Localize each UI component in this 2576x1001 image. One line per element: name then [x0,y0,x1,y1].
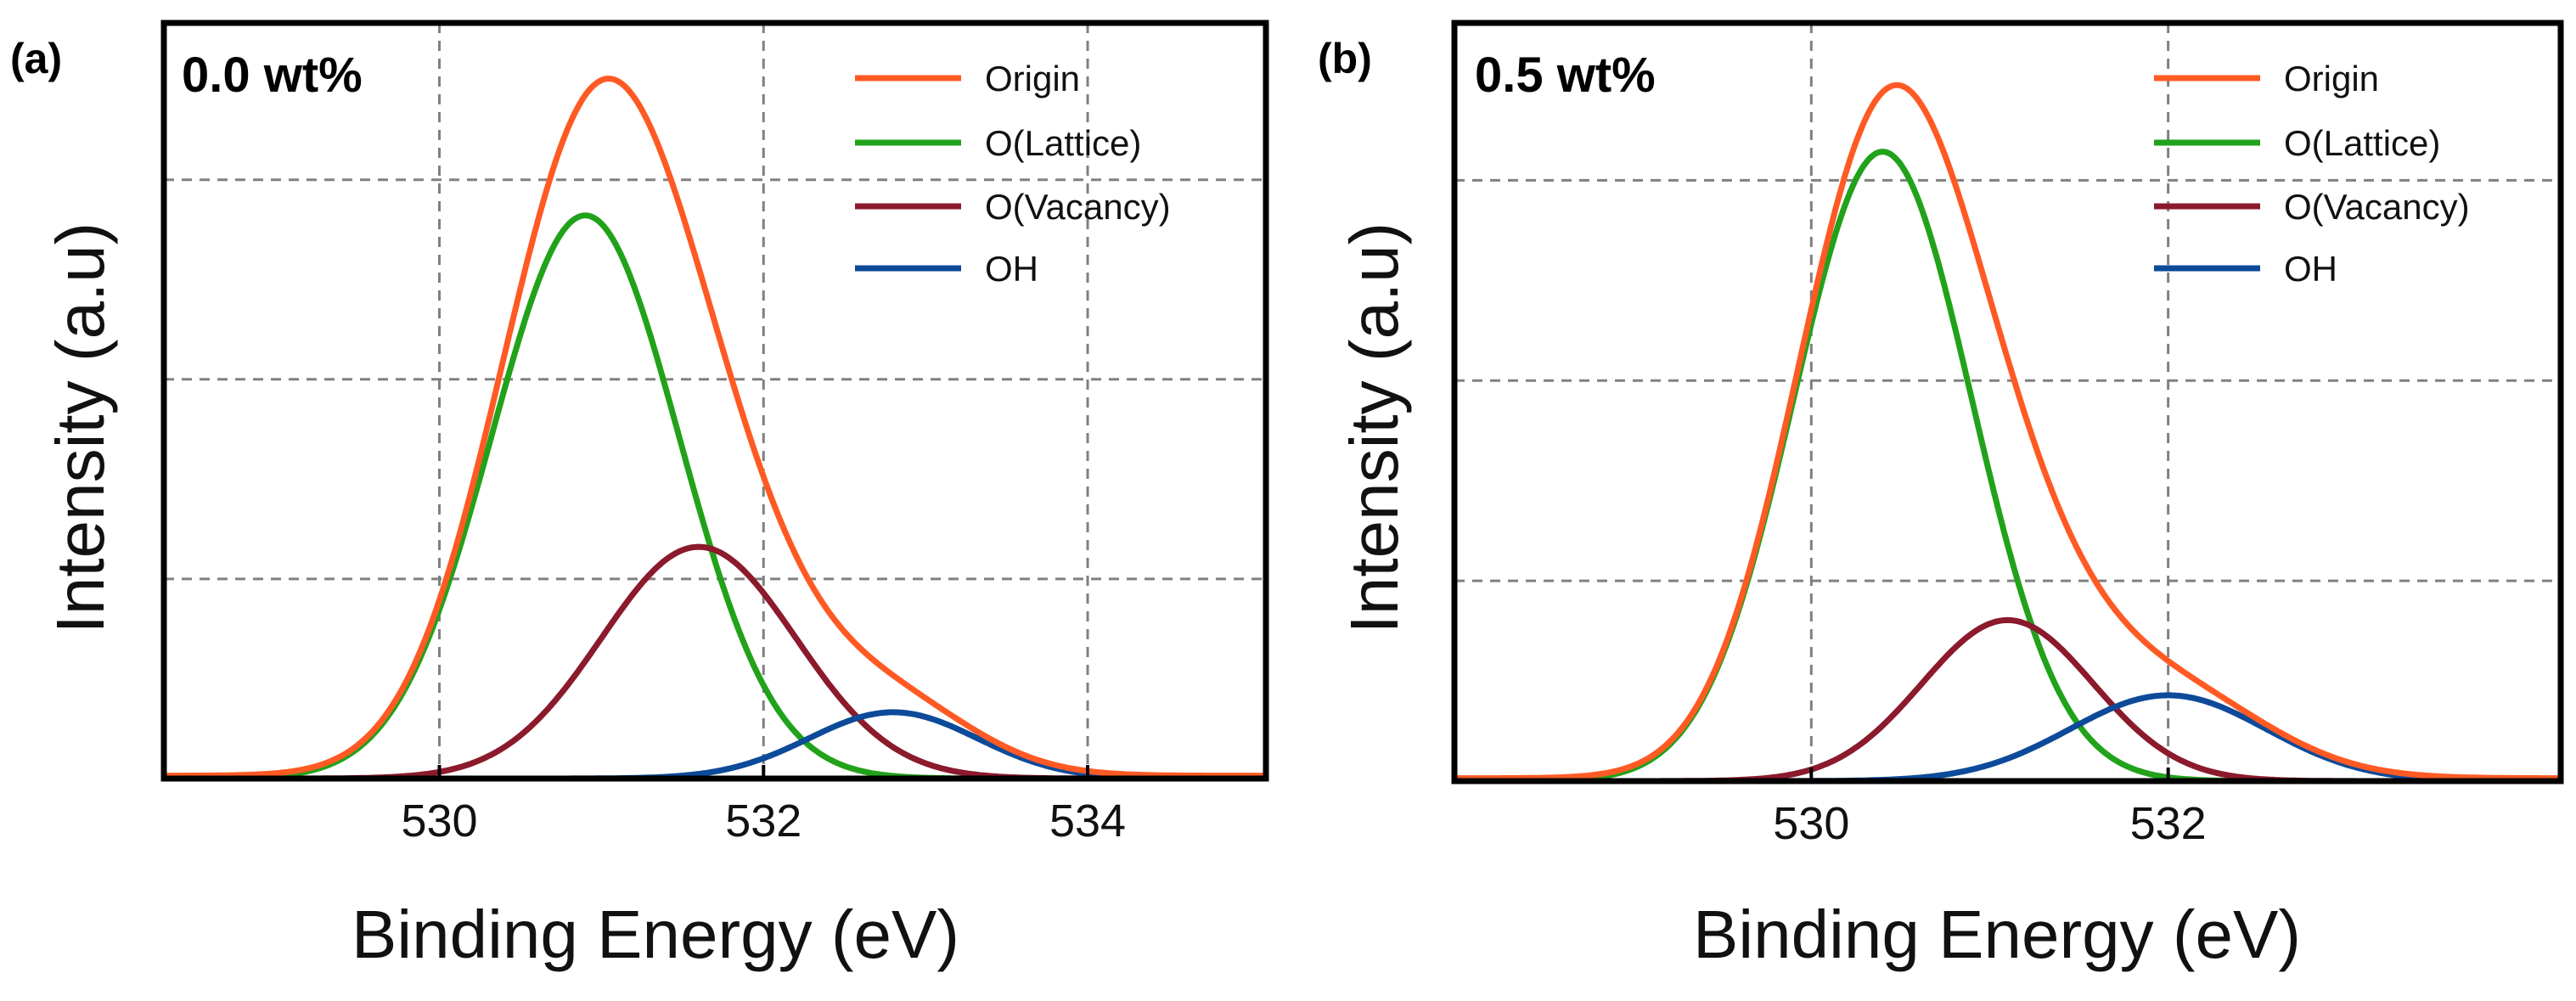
panel-a-legend-lattice: O(Lattice) [985,123,1141,163]
panel-a-legend-oh: OH [985,249,1038,289]
panel-b-legend-vacancy: O(Vacancy) [2284,187,2470,227]
panel-a-curve-vacancy [160,543,1269,782]
panel-a-y-axis-title: Intensity (a.u) [42,222,118,634]
panel-a-curves [160,76,1269,782]
panel-a-curve-oh [160,709,1269,782]
panel-a-x-tick-label-2: 534 [1049,796,1126,846]
panel-b-curve-origin [1451,82,2564,782]
panel-b-plot-frame [1451,20,2564,784]
panel-b-sample-label: 0.5 wt% [1475,48,1656,103]
panel-b-legend-lattice: O(Lattice) [2284,123,2440,163]
panel-b-x-tick-label-0: 530 [1773,798,1849,849]
panel-a-curve-lattice [160,212,1269,782]
panel-a-legend: Origin O(Lattice) O(Vacancy) OH [855,59,1171,289]
panel-a-curve-origin [160,76,1269,779]
panel-b-legend-origin: Origin [2284,59,2379,98]
panel-b-label: (b) [1318,35,1372,82]
panel-b-x-axis-title: Binding Energy (eV) [1693,897,2301,972]
panel-b-y-axis-title: Intensity (a.u) [1336,222,1412,634]
panel-b-legend-oh: OH [2284,249,2337,289]
chart-panel-a: (a) Intensity (a.u) Binding Energy (eV) … [10,20,1269,972]
panel-a-label: (a) [10,35,62,82]
panel-a-plot-frame [160,20,1269,782]
panel-a-grid [164,23,1266,779]
panel-b-x-tick-label-1: 532 [2130,798,2207,849]
panel-b-x-ticks: 530 532 [1773,768,2207,849]
panel-a-x-tick-label-1: 532 [725,796,801,846]
panel-b-grid [1454,23,2561,781]
chart-panel-b: (b) Intensity (a.u) Binding Energy (eV) … [1318,20,2564,972]
panel-b-curve-lattice [1451,149,2564,784]
panel-a-legend-vacancy: O(Vacancy) [985,187,1171,227]
panel-a-sample-label: 0.0 wt% [182,48,363,103]
panel-b-legend: Origin O(Lattice) O(Vacancy) OH [2154,59,2470,289]
panel-a-x-axis-title: Binding Energy (eV) [352,897,959,972]
panel-a-legend-origin: Origin [985,59,1080,98]
panel-a-x-tick-label-0: 530 [401,796,477,846]
